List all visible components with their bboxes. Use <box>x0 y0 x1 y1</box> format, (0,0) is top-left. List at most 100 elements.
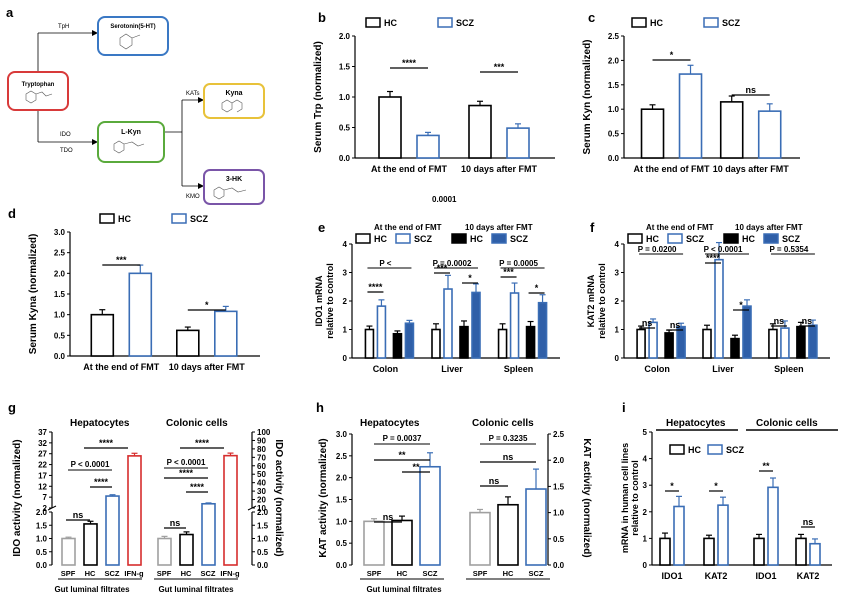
significance-mark: ns <box>383 512 394 522</box>
node-tryptophan <box>7 71 69 111</box>
bar-1 <box>376 305 387 359</box>
pvalue-label: P = 0.3235 <box>489 434 528 443</box>
y-tick-label: 2.0 <box>257 508 269 517</box>
panel-a-label: a <box>6 5 14 20</box>
bar-hc <box>468 104 492 159</box>
bar-3 <box>676 325 686 359</box>
pvalue-label: P = 0.0002 <box>433 259 472 268</box>
pvalue-label: P < 0.0001 <box>704 245 743 254</box>
header-mid: 0.0001 <box>432 195 457 204</box>
y-axis-title-right: IDO activity (normalized) <box>273 439 284 556</box>
axis-break <box>47 505 57 511</box>
legend-label: HC <box>742 234 755 244</box>
x-tick-label: At the end of FMT <box>371 164 447 174</box>
bar-0 <box>702 328 712 359</box>
y-tick-label: 1.0 <box>54 311 66 320</box>
significance-mark: ns <box>745 85 756 95</box>
y-tick-label: 0.0 <box>336 561 348 570</box>
panel-label: b <box>318 10 326 25</box>
legend-swatch <box>365 17 381 28</box>
y-tick-label: 50 <box>257 470 266 479</box>
bar-2 <box>796 325 806 359</box>
x-tick-label: SPF <box>157 569 172 578</box>
y-tick-label: 4 <box>615 240 620 249</box>
panel-a: a TpH IDO TDO KATs KMO Serotonin(5-HT) T… <box>6 5 265 205</box>
legend-label: HC <box>118 214 131 224</box>
x-tick-label: Liver <box>441 364 463 374</box>
significance-mark: **** <box>99 438 114 448</box>
x-tick-label: 10 days after FMT <box>169 362 246 372</box>
bar-hc <box>795 537 807 566</box>
y-tick-label: 10 <box>257 504 266 513</box>
y-axis-title-2: relative to control <box>325 263 335 339</box>
y-tick-label: 0 <box>343 354 348 363</box>
significance-mark: *** <box>494 62 505 72</box>
molecule-kyna-icon <box>221 99 243 113</box>
axis-break <box>247 505 257 511</box>
y-tick-label: 1.0 <box>336 517 348 526</box>
bar-2 <box>730 337 740 359</box>
y-tick-label: 0.0 <box>608 154 620 163</box>
bar-0 <box>636 328 646 359</box>
x-tick-label: SCZ <box>201 569 216 578</box>
bar-0 <box>768 328 778 359</box>
x-tick-label: IDO1 <box>661 571 682 581</box>
bar <box>223 454 238 566</box>
significance-mark: ** <box>412 462 420 472</box>
bar <box>61 537 76 566</box>
bar-scz <box>809 542 821 566</box>
y-tick-label: 2 <box>343 297 348 306</box>
x-tick-label: KAT2 <box>705 571 728 581</box>
bar <box>469 511 491 566</box>
y-tick-label: 17 <box>38 471 47 480</box>
x-tick-label: IDO1 <box>755 571 776 581</box>
x-tick-label: Colon <box>373 364 399 374</box>
legend-label: SCZ <box>414 234 433 244</box>
y-tick-label: 27 <box>38 450 47 459</box>
y-tick-label: 1.0 <box>339 93 351 102</box>
bar <box>83 523 98 566</box>
bar-1 <box>509 292 520 359</box>
legend-swatch <box>491 233 507 244</box>
y-tick-label: 2.0 <box>54 269 66 278</box>
bar <box>201 502 216 566</box>
y-tick-label: 70 <box>257 453 266 462</box>
significance-mark: ns <box>170 518 181 528</box>
group-title: Hepatocytes <box>666 418 726 429</box>
y-tick-label: 1.5 <box>608 81 620 90</box>
y-tick-label: 5 <box>643 428 648 437</box>
panel-label: h <box>316 400 324 415</box>
significance-mark: *** <box>437 263 448 273</box>
legend-swatch <box>99 213 115 224</box>
x-axis-title: Gut luminal filtrates <box>366 585 442 594</box>
legend-swatch <box>395 233 411 244</box>
y-axis-title-2: relative to control <box>630 460 640 536</box>
group-title: Hepatocytes <box>70 418 130 429</box>
panel-label: f <box>590 220 595 235</box>
panel-label: g <box>8 400 16 415</box>
x-tick-label: Liver <box>712 364 734 374</box>
y-tick-label: 3 <box>615 269 620 278</box>
significance-mark: **** <box>179 468 194 478</box>
bar <box>157 537 172 566</box>
significance-mark: **** <box>195 438 210 448</box>
y-axis-title: Serum Kyna (normalized) <box>28 234 39 355</box>
header-right: 10 days after FMT <box>465 223 533 232</box>
y-tick-label: 1.5 <box>54 290 66 299</box>
legend-label: HC <box>470 234 483 244</box>
significance-mark: * <box>535 283 539 293</box>
bar-1 <box>443 288 453 359</box>
panel-label: e <box>318 220 325 235</box>
y-axis-title: IDO activity (normalized) <box>12 439 23 556</box>
bar-hc <box>640 108 665 159</box>
bar <box>363 520 385 566</box>
significance-mark: ns <box>642 318 653 328</box>
bar <box>127 455 142 566</box>
bar-0 <box>364 328 375 359</box>
y-tick-label: 3 <box>343 269 348 278</box>
y-tick-label: 0.5 <box>54 331 66 340</box>
legend-swatch <box>437 17 453 28</box>
y-tick-label: 0.0 <box>36 561 48 570</box>
legend-label: SCZ <box>726 445 745 455</box>
